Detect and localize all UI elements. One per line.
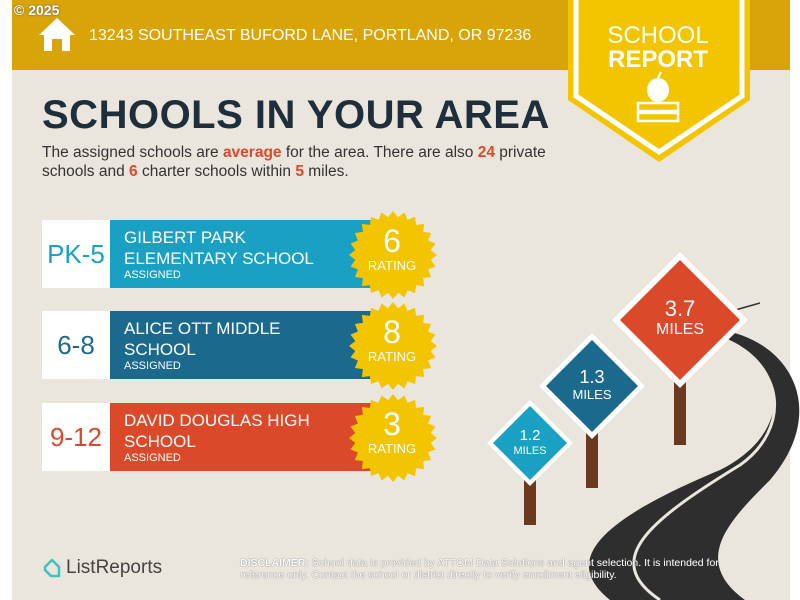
grade-range: 9-12 [42,403,110,471]
rating: 8 RATING [350,315,434,364]
school-report-badge [568,0,750,162]
rating-value: 3 [383,406,401,442]
badge-line-1: SCHOOL [607,22,709,49]
apple-books-icon [636,71,680,123]
sign-distance: 1.2 [519,427,541,444]
road [588,330,800,600]
sign-post [674,370,686,445]
school-name: GILBERT PARK ELEMENTARY SCHOOL [124,228,314,268]
page-title: SCHOOLS IN YOUR AREA [42,93,550,137]
school-row[interactable]: 6-8 ALICE OTT MIDDLE SCHOOL ASSIGNED 8 RAT… [42,302,442,390]
rating-value: 8 [383,314,401,350]
sign-1-2-miles [487,400,573,486]
school-status: ASSIGNED [124,269,181,281]
school-row[interactable]: PK-5 GILBERT PARK ELEMENTARY SCHOOL ASSIG… [42,211,442,299]
sign-1-3-miles [539,333,645,439]
grade-range: 6-8 [42,311,110,379]
grade-range: PK-5 [42,220,110,288]
listreports-logo[interactable]: ListReports [42,557,162,579]
badge-line-2: REPORT [607,46,708,73]
rating-starburst [349,211,437,299]
rating: 3 RATING [350,407,434,456]
summary-text: The assigned schools are average for the… [42,144,546,180]
sign-unit: MILES [655,321,704,339]
rating-label: RATING [367,349,417,364]
rating-starburst [349,394,437,482]
sign-3-7-miles [612,252,748,388]
school-status: ASSIGNED [124,452,181,464]
sign-post [524,470,536,525]
listreports-logo-icon [43,558,61,578]
rating-starburst [349,302,437,390]
rating-label: RATING [367,441,417,456]
sign-distance: 3.7 [664,296,696,321]
sign-unit: MILES [572,386,612,402]
rating-value: 6 [383,223,401,259]
sign-distance: 1.3 [579,367,605,387]
school-status: ASSIGNED [124,360,181,372]
school-bar: ALICE OTT MIDDLE SCHOOL ASSIGNED [110,311,390,379]
school-name: ALICE OTT MIDDLE SCHOOL [124,319,281,359]
sign-post [586,420,598,488]
property-address: 13243 SOUTHEAST BUFORD LANE, PORTLAND, O… [89,27,532,44]
rating-label: RATING [367,258,417,273]
school-name: DAVID DOUGLAS HIGH SCHOOL [124,411,310,451]
copyright: © 2025 [14,2,60,18]
school-row[interactable]: 9-12 DAVID DOUGLAS HIGH SCHOOL ASSIGNED 3… [42,394,442,482]
sign-unit: MILES [513,444,547,457]
disclaimer: DISCLAIMER: School data is provided by A… [240,557,719,581]
house-icon [39,18,75,51]
school-bar: DAVID DOUGLAS HIGH SCHOOL ASSIGNED [110,403,390,471]
rating: 6 RATING [350,224,434,273]
school-bar: GILBERT PARK ELEMENTARY SCHOOL ASSIGNED [110,220,390,288]
logo-text: ListReports [66,557,163,578]
